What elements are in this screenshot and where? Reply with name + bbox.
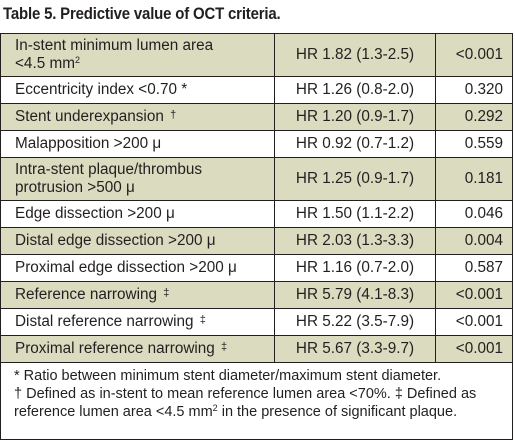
p-value-cell: <0.001: [435, 335, 513, 363]
table-row: Proximal reference narrowing ‡ HR 5.67 (…: [0, 335, 513, 363]
hr-cell: HR 5.67 (3.3-9.7): [274, 335, 436, 363]
criterion-cell: Malapposition >200 μ: [0, 130, 275, 158]
hr-cell: HR 1.26 (0.8-2.0): [274, 76, 436, 104]
hr-cell: HR 1.20 (0.9-1.7): [274, 103, 436, 131]
oct-criteria-table: In-stent minimum lumen area <4.5 mm2 HR 1…: [0, 33, 513, 440]
table-row: Malapposition >200 μ HR 0.92 (0.7-1.2) 0…: [0, 130, 513, 158]
table-row: Eccentricity index <0.70 * HR 1.26 (0.8-…: [0, 76, 513, 104]
p-value-cell: <0.001: [435, 33, 513, 77]
hr-cell: HR 1.16 (0.7-2.0): [274, 254, 436, 282]
criterion-cell: Stent underexpansion †: [0, 103, 275, 131]
p-value-cell: 0.004: [435, 227, 513, 255]
table-row: In-stent minimum lumen area <4.5 mm2 HR 1…: [0, 33, 513, 77]
p-value-cell: <0.001: [435, 281, 513, 309]
hr-cell: HR 2.03 (1.3-3.3): [274, 227, 436, 255]
criterion-cell: Proximal reference narrowing ‡: [0, 335, 275, 363]
hr-cell: HR 0.92 (0.7-1.2): [274, 130, 436, 158]
criterion-cell: In-stent minimum lumen area <4.5 mm2: [0, 33, 275, 77]
criterion-cell: Edge dissection >200 μ: [0, 200, 275, 228]
p-value-cell: 0.292: [435, 103, 513, 131]
criterion-cell: Reference narrowing ‡: [0, 281, 275, 309]
footnote-line: * Ratio between minimum stent diameter/m…: [14, 368, 442, 384]
table-row: Distal edge dissection >200 μ HR 2.03 (1…: [0, 227, 513, 255]
criterion-cell: Proximal edge dissection >200 μ: [0, 254, 275, 282]
criterion-cell: Eccentricity index <0.70 *: [0, 76, 275, 104]
hr-cell: HR 5.22 (3.5-7.9): [274, 308, 436, 336]
criterion-cell: Distal reference narrowing ‡: [0, 308, 275, 336]
footnotes: * Ratio between minimum stent diameter/m…: [0, 362, 513, 440]
hr-cell: HR 5.79 (4.1-8.3): [274, 281, 436, 309]
criterion-cell: Distal edge dissection >200 μ: [0, 227, 275, 255]
p-value-cell: 0.181: [435, 157, 513, 201]
table-row: Intra-stent plaque/thrombus protrusion >5…: [0, 157, 513, 201]
table-row: Stent underexpansion † HR 1.20 (0.9-1.7)…: [0, 103, 513, 131]
hr-cell: HR 1.82 (1.3-2.5): [274, 33, 436, 77]
p-value-cell: 0.587: [435, 254, 513, 282]
footnote-line: † Defined as in-stent to mean reference …: [14, 386, 477, 402]
p-value-cell: 0.320: [435, 76, 513, 104]
table-title: Table 5. Predictive value of OCT criteri…: [3, 4, 281, 23]
footnote-row: * Ratio between minimum stent diameter/m…: [0, 362, 513, 440]
p-value-cell: <0.001: [435, 308, 513, 336]
p-value-cell: 0.559: [435, 130, 513, 158]
table-row: Edge dissection >200 μ HR 1.50 (1.1-2.2)…: [0, 200, 513, 228]
table-row: Distal reference narrowing ‡ HR 5.22 (3.…: [0, 308, 513, 336]
table-row: Proximal edge dissection >200 μ HR 1.16 …: [0, 254, 513, 282]
hr-cell: HR 1.50 (1.1-2.2): [274, 200, 436, 228]
p-value-cell: 0.046: [435, 200, 513, 228]
footnote-line: reference lumen area <4.5 mm2 in the pre…: [14, 403, 458, 421]
hr-cell: HR 1.25 (0.9-1.7): [274, 157, 436, 201]
table-row: Reference narrowing ‡ HR 5.79 (4.1-8.3) …: [0, 281, 513, 309]
criterion-cell: Intra-stent plaque/thrombus protrusion >5…: [0, 157, 275, 201]
